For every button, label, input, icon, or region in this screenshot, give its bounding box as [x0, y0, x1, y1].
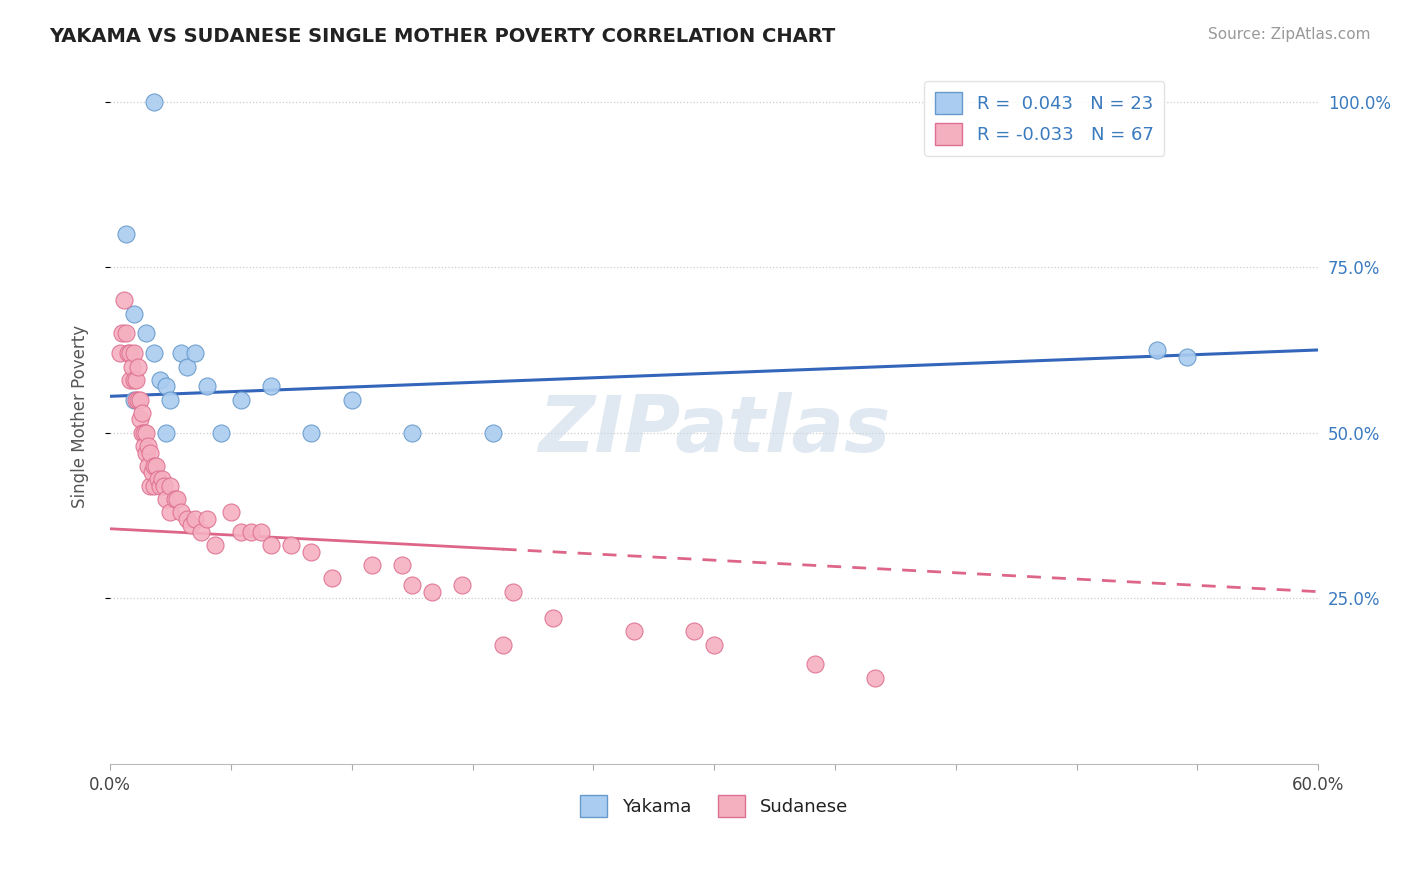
Point: [138, 439, 160, 453]
Point: [149, 479, 172, 493]
Point: [125, 373, 148, 387]
Point: [127, 392, 149, 407]
Point: [129, 412, 152, 426]
Point: [148, 472, 170, 486]
Point: [183, 512, 205, 526]
Point: [159, 392, 181, 407]
Point: [703, 638, 725, 652]
Point: [183, 346, 205, 360]
Point: [143, 95, 166, 109]
Point: [360, 558, 382, 573]
Point: [152, 472, 174, 486]
Point: [683, 624, 706, 639]
Point: [492, 638, 515, 652]
Point: [135, 425, 157, 440]
Point: [149, 373, 172, 387]
Point: [481, 425, 503, 440]
Point: [138, 458, 160, 473]
Text: Source: ZipAtlas.com: Source: ZipAtlas.com: [1208, 27, 1371, 42]
Point: [190, 524, 212, 539]
Point: [127, 359, 149, 374]
Text: YAKAMA VS SUDANESE SINGLE MOTHER POVERTY CORRELATION CHART: YAKAMA VS SUDANESE SINGLE MOTHER POVERTY…: [49, 27, 835, 45]
Point: [122, 306, 145, 320]
Point: [176, 512, 198, 526]
Point: [623, 624, 645, 639]
Point: [139, 479, 162, 493]
Point: [115, 227, 138, 241]
Point: [420, 584, 443, 599]
Point: [125, 392, 148, 407]
Y-axis label: Single Mother Poverty: Single Mother Poverty: [72, 325, 89, 508]
Point: [502, 584, 524, 599]
Point: [169, 505, 191, 519]
Point: [122, 373, 145, 387]
Point: [122, 392, 145, 407]
Text: ZIPatlas: ZIPatlas: [538, 392, 890, 468]
Point: [134, 425, 156, 440]
Point: [451, 578, 474, 592]
Point: [159, 479, 181, 493]
Point: [153, 479, 176, 493]
Point: [122, 346, 145, 360]
Point: [129, 392, 152, 407]
Point: [280, 538, 302, 552]
Point: [135, 326, 157, 341]
Point: [155, 379, 177, 393]
Point: [1177, 350, 1199, 364]
Point: [219, 505, 242, 519]
Point: [301, 425, 323, 440]
Point: [260, 379, 283, 393]
Point: [240, 524, 263, 539]
Point: [134, 439, 156, 453]
Point: [391, 558, 413, 573]
Point: [131, 406, 153, 420]
Point: [143, 479, 166, 493]
Point: [401, 425, 423, 440]
Point: [159, 505, 181, 519]
Point: [155, 425, 177, 440]
Point: [139, 445, 162, 459]
Point: [115, 326, 138, 341]
Point: [401, 578, 423, 592]
Point: [195, 512, 218, 526]
Point: [112, 293, 135, 308]
Point: [166, 491, 188, 506]
Point: [111, 326, 134, 341]
Point: [108, 346, 131, 360]
Point: [250, 524, 273, 539]
Point: [120, 346, 142, 360]
Point: [541, 611, 564, 625]
Point: [131, 425, 153, 440]
Point: [804, 657, 827, 672]
Point: [340, 392, 363, 407]
Legend: Yakama, Sudanese: Yakama, Sudanese: [574, 788, 855, 824]
Point: [143, 458, 166, 473]
Point: [229, 524, 252, 539]
Point: [120, 373, 142, 387]
Point: [145, 458, 167, 473]
Point: [1146, 343, 1168, 357]
Point: [195, 379, 218, 393]
Point: [321, 571, 343, 585]
Point: [865, 671, 887, 685]
Point: [209, 425, 232, 440]
Point: [117, 346, 139, 360]
Point: [121, 359, 143, 374]
Point: [180, 518, 202, 533]
Point: [176, 359, 198, 374]
Point: [155, 491, 177, 506]
Point: [260, 538, 283, 552]
Point: [135, 445, 157, 459]
Point: [143, 346, 166, 360]
Point: [169, 346, 191, 360]
Point: [204, 538, 226, 552]
Point: [301, 545, 323, 559]
Point: [141, 466, 163, 480]
Point: [163, 491, 186, 506]
Point: [229, 392, 252, 407]
